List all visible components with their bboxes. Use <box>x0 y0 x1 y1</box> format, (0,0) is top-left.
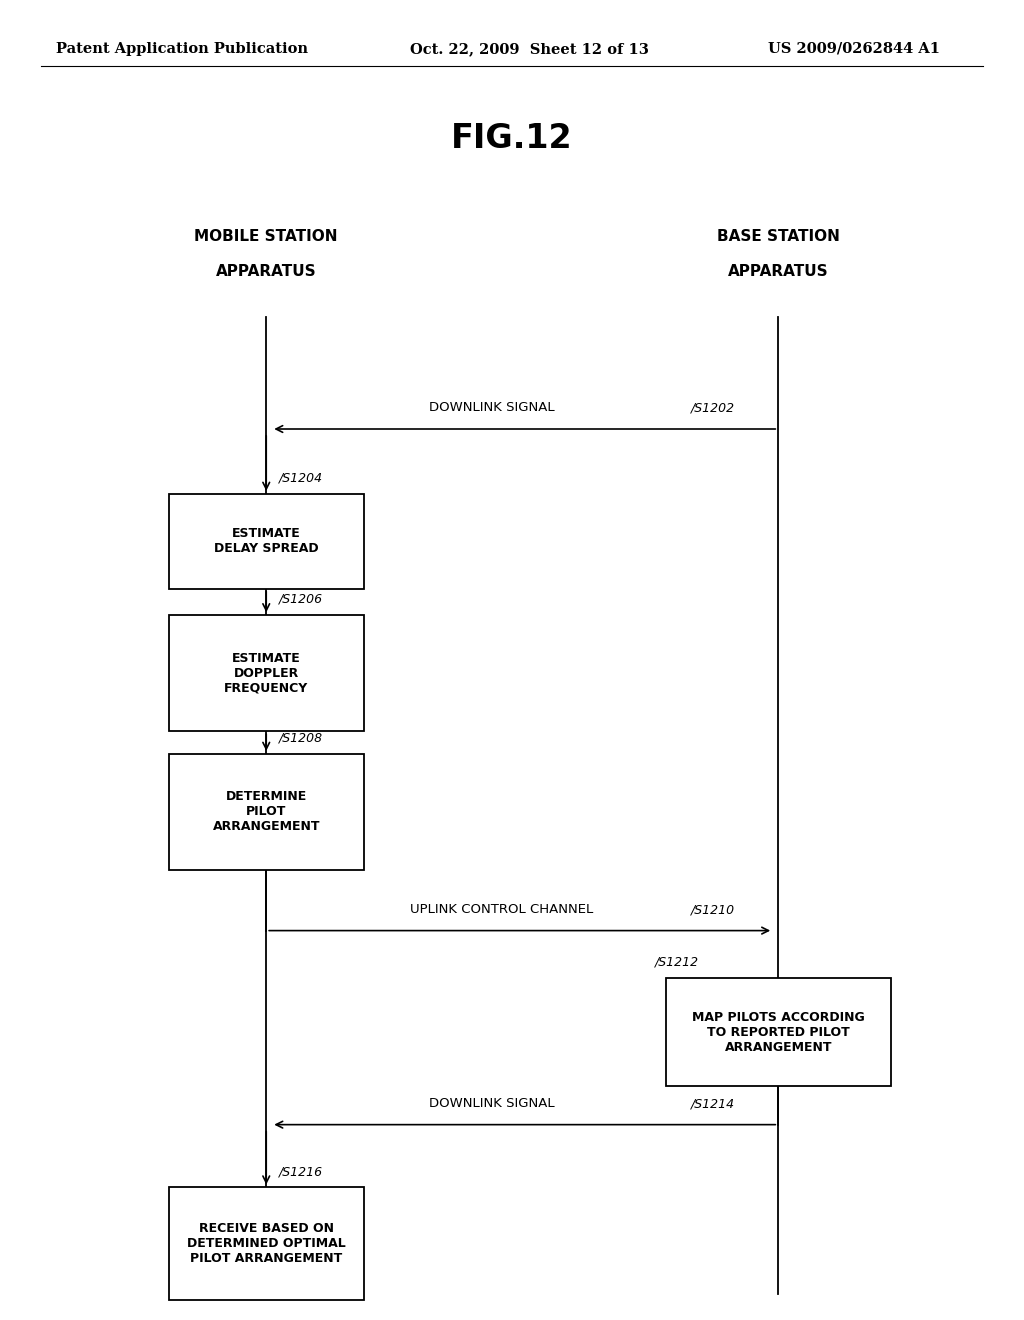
Text: /S1202: /S1202 <box>691 401 735 414</box>
Text: RECEIVE BASED ON
DETERMINED OPTIMAL
PILOT ARRANGEMENT: RECEIVE BASED ON DETERMINED OPTIMAL PILO… <box>186 1222 346 1265</box>
Text: APPARATUS: APPARATUS <box>728 264 828 279</box>
Text: /S1214: /S1214 <box>691 1097 735 1110</box>
Text: MAP PILOTS ACCORDING
TO REPORTED PILOT
ARRANGEMENT: MAP PILOTS ACCORDING TO REPORTED PILOT A… <box>692 1011 864 1053</box>
Text: ESTIMATE
DOPPLER
FREQUENCY: ESTIMATE DOPPLER FREQUENCY <box>224 652 308 694</box>
FancyBboxPatch shape <box>666 978 891 1086</box>
FancyBboxPatch shape <box>169 754 364 870</box>
Text: UPLINK CONTROL CHANNEL: UPLINK CONTROL CHANNEL <box>411 903 593 916</box>
Text: MOBILE STATION: MOBILE STATION <box>195 230 338 244</box>
Text: Oct. 22, 2009  Sheet 12 of 13: Oct. 22, 2009 Sheet 12 of 13 <box>410 42 648 55</box>
Text: Patent Application Publication: Patent Application Publication <box>56 42 308 55</box>
FancyBboxPatch shape <box>169 615 364 731</box>
Text: /S1204: /S1204 <box>279 471 323 484</box>
Text: /S1208: /S1208 <box>279 731 323 744</box>
Text: APPARATUS: APPARATUS <box>216 264 316 279</box>
Text: /S1210: /S1210 <box>691 903 735 916</box>
Text: FIG.12: FIG.12 <box>452 121 572 154</box>
FancyBboxPatch shape <box>169 1188 364 1299</box>
Text: ESTIMATE
DELAY SPREAD: ESTIMATE DELAY SPREAD <box>214 527 318 556</box>
Text: DETERMINE
PILOT
ARRANGEMENT: DETERMINE PILOT ARRANGEMENT <box>213 791 319 833</box>
Text: DOWNLINK SIGNAL: DOWNLINK SIGNAL <box>429 1097 554 1110</box>
Text: DOWNLINK SIGNAL: DOWNLINK SIGNAL <box>429 401 554 414</box>
Text: /S1212: /S1212 <box>655 956 699 969</box>
Text: /S1206: /S1206 <box>279 593 323 606</box>
Text: US 2009/0262844 A1: US 2009/0262844 A1 <box>768 42 940 55</box>
Text: /S1216: /S1216 <box>279 1166 323 1177</box>
Text: BASE STATION: BASE STATION <box>717 230 840 244</box>
FancyBboxPatch shape <box>169 494 364 589</box>
